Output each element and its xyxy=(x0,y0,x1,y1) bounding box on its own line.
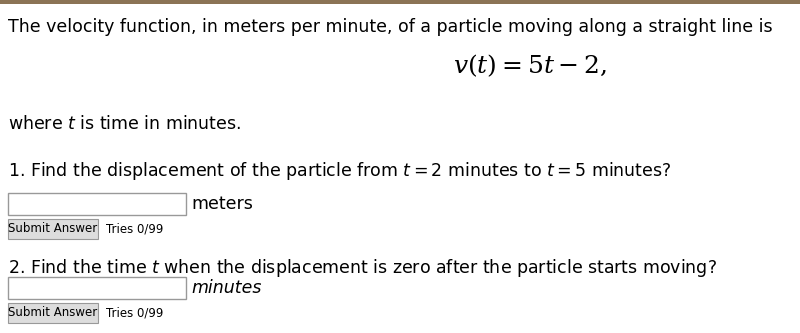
Bar xyxy=(8,277,186,299)
Text: meters: meters xyxy=(191,195,253,213)
Text: minutes: minutes xyxy=(191,279,262,297)
Text: Submit Answer: Submit Answer xyxy=(8,306,98,319)
Text: where $t$ is time in minutes.: where $t$ is time in minutes. xyxy=(8,115,241,133)
Text: 1. Find the displacement of the particle from $t = 2$ minutes to $t = 5$ minutes: 1. Find the displacement of the particle… xyxy=(8,160,671,182)
Text: $v(t) = 5t - 2,$: $v(t) = 5t - 2,$ xyxy=(453,52,607,79)
Text: 2. Find the time $t$ when the displacement is zero after the particle starts mov: 2. Find the time $t$ when the displaceme… xyxy=(8,257,717,279)
Bar xyxy=(0,0,800,4)
Text: Tries 0/99: Tries 0/99 xyxy=(106,222,163,235)
Bar xyxy=(8,193,186,215)
Text: The velocity function, in meters per minute, of a particle moving along a straig: The velocity function, in meters per min… xyxy=(8,18,773,36)
Bar xyxy=(8,219,98,239)
Text: Tries 0/99: Tries 0/99 xyxy=(106,306,163,319)
Bar xyxy=(8,303,98,323)
Text: Submit Answer: Submit Answer xyxy=(8,222,98,235)
